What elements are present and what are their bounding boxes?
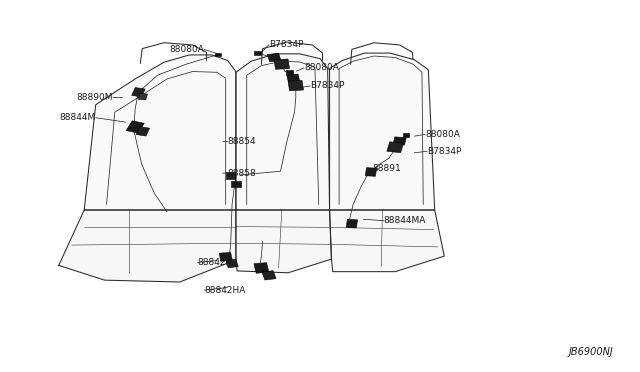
Polygon shape bbox=[236, 210, 332, 273]
Text: 88844M: 88844M bbox=[60, 113, 96, 122]
Text: 88844MA: 88844MA bbox=[384, 216, 426, 225]
Polygon shape bbox=[254, 51, 260, 55]
Polygon shape bbox=[387, 142, 404, 153]
Text: 88842HA: 88842HA bbox=[204, 286, 245, 295]
Polygon shape bbox=[227, 172, 236, 179]
Polygon shape bbox=[236, 54, 330, 210]
Text: B7834P: B7834P bbox=[310, 81, 345, 90]
Polygon shape bbox=[231, 181, 241, 187]
Text: B7834P: B7834P bbox=[427, 147, 461, 156]
Polygon shape bbox=[126, 121, 144, 133]
Polygon shape bbox=[138, 93, 147, 100]
Polygon shape bbox=[346, 219, 358, 228]
Text: 88891: 88891 bbox=[372, 164, 401, 173]
Polygon shape bbox=[330, 53, 435, 210]
Text: 88854: 88854 bbox=[228, 137, 256, 146]
Polygon shape bbox=[268, 53, 281, 62]
Polygon shape bbox=[136, 127, 150, 136]
Polygon shape bbox=[59, 210, 236, 282]
Text: 88858: 88858 bbox=[228, 169, 257, 177]
Text: B7834P: B7834P bbox=[269, 40, 303, 49]
Polygon shape bbox=[393, 137, 406, 145]
Polygon shape bbox=[274, 59, 289, 69]
Polygon shape bbox=[365, 168, 377, 176]
Polygon shape bbox=[288, 80, 303, 91]
Polygon shape bbox=[287, 74, 300, 82]
Text: 88080A: 88080A bbox=[425, 130, 460, 139]
Polygon shape bbox=[226, 259, 238, 268]
Polygon shape bbox=[132, 87, 145, 97]
Text: 88080A: 88080A bbox=[169, 45, 204, 54]
Polygon shape bbox=[254, 263, 269, 273]
Polygon shape bbox=[262, 271, 276, 280]
Text: 88890M: 88890M bbox=[76, 93, 113, 102]
Polygon shape bbox=[220, 253, 232, 261]
Polygon shape bbox=[215, 53, 221, 57]
Polygon shape bbox=[330, 210, 444, 272]
Text: JB6900NJ: JB6900NJ bbox=[568, 347, 613, 357]
Polygon shape bbox=[286, 70, 292, 74]
Text: 88842M: 88842M bbox=[198, 258, 234, 267]
Text: 88080A: 88080A bbox=[304, 63, 339, 72]
Polygon shape bbox=[84, 55, 236, 210]
Polygon shape bbox=[403, 133, 409, 137]
